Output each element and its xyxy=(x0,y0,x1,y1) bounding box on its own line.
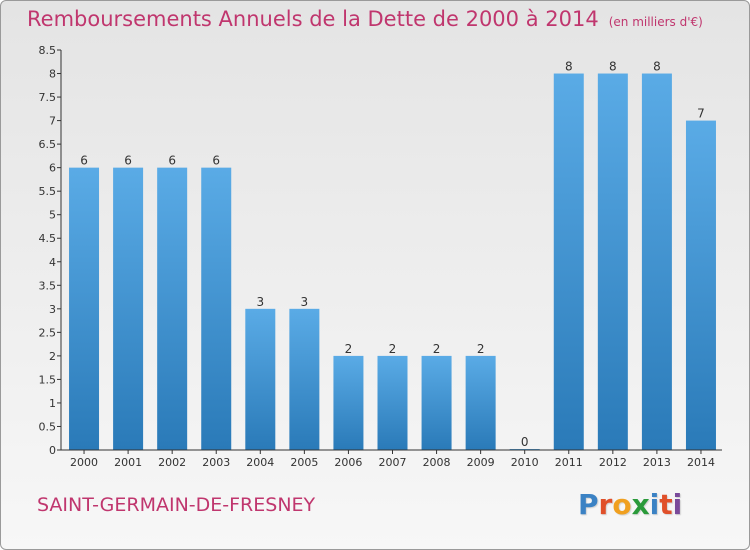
value-label: 3 xyxy=(256,295,264,309)
value-label: 7 xyxy=(697,107,705,121)
y-tick-label: 7 xyxy=(49,115,56,128)
value-label: 8 xyxy=(653,60,661,74)
x-tick-label: 2012 xyxy=(599,456,627,469)
logo-letter: i xyxy=(649,488,660,521)
logo-letter: o xyxy=(612,488,632,521)
y-tick-label: 0.5 xyxy=(39,420,57,433)
y-tick-label: 2 xyxy=(49,350,56,363)
x-tick-label: 2010 xyxy=(511,456,539,469)
value-label: 6 xyxy=(212,154,220,168)
y-tick-label: 5 xyxy=(49,209,56,222)
value-label: 6 xyxy=(168,154,176,168)
value-label: 2 xyxy=(389,342,397,356)
y-tick-label: 8.5 xyxy=(39,44,57,57)
value-label: 6 xyxy=(80,154,88,168)
y-tick-label: 6 xyxy=(49,162,56,175)
bar xyxy=(377,355,408,450)
logo-letter: x xyxy=(631,488,650,521)
bar xyxy=(245,308,276,450)
value-label: 2 xyxy=(433,342,441,356)
bar xyxy=(685,120,716,451)
bar xyxy=(641,73,672,450)
value-label: 6 xyxy=(124,154,132,168)
y-tick-label: 2.5 xyxy=(39,326,57,339)
proxiti-logo: Proxiti xyxy=(578,488,682,521)
chart-title: Remboursements Annuels de la Dette de 20… xyxy=(27,7,703,31)
logo-letter: P xyxy=(578,488,599,521)
x-tick-label: 2013 xyxy=(643,456,671,469)
title-text: Remboursements Annuels de la Dette de 20… xyxy=(27,7,599,31)
value-label: 8 xyxy=(609,60,617,74)
y-tick-label: 6.5 xyxy=(39,138,57,151)
logo-letter: i xyxy=(672,488,683,521)
x-tick-label: 2004 xyxy=(246,456,274,469)
x-tick-label: 2007 xyxy=(379,456,407,469)
y-tick-label: 4.5 xyxy=(39,232,57,245)
y-tick-label: 3 xyxy=(49,303,56,316)
value-label: 2 xyxy=(477,342,485,356)
y-tick-label: 3.5 xyxy=(39,279,57,292)
x-tick-label: 2002 xyxy=(158,456,186,469)
bar xyxy=(465,355,496,450)
bar xyxy=(157,167,188,450)
bar xyxy=(421,355,452,450)
value-label: 2 xyxy=(345,342,353,356)
y-tick-label: 1 xyxy=(49,397,56,410)
value-label: 3 xyxy=(301,295,309,309)
unit-note: (en milliers d'€) xyxy=(608,15,703,29)
y-tick-label: 7.5 xyxy=(39,91,57,104)
x-tick-label: 2001 xyxy=(114,456,142,469)
y-tick-label: 8 xyxy=(49,68,56,81)
x-tick-label: 2008 xyxy=(423,456,451,469)
x-tick-label: 2005 xyxy=(290,456,318,469)
bars-group: 6 6 6 6 3 3 2 2 2 2 0 8 8 8 7 xyxy=(69,60,716,451)
value-label: 8 xyxy=(565,60,573,74)
x-tick-label: 2000 xyxy=(70,456,98,469)
x-tick-label: 2009 xyxy=(467,456,495,469)
bar xyxy=(69,167,100,450)
bar xyxy=(201,167,232,450)
y-tick-label: 0 xyxy=(49,444,56,457)
bar xyxy=(597,73,628,450)
y-tick-label: 4 xyxy=(49,256,56,269)
bar xyxy=(289,308,320,450)
x-tick-label: 2006 xyxy=(334,456,362,469)
axes-group: 2000 2001 2002 2003 2004 2005 2006 2007 2008 2009… xyxy=(39,44,722,469)
town-name: SAINT-GERMAIN-DE-FRESNEY xyxy=(37,494,316,516)
y-tick-label: 5.5 xyxy=(39,185,57,198)
bar xyxy=(113,167,144,450)
x-tick-label: 2003 xyxy=(202,456,230,469)
y-tick-label: 1.5 xyxy=(39,373,57,386)
value-label: 0 xyxy=(521,435,529,449)
logo-letter: t xyxy=(659,488,673,521)
x-tick-label: 2011 xyxy=(555,456,583,469)
logo-letter: r xyxy=(598,488,613,521)
bar xyxy=(553,73,584,450)
bar xyxy=(333,355,364,450)
x-tick-label: 2014 xyxy=(687,456,715,469)
